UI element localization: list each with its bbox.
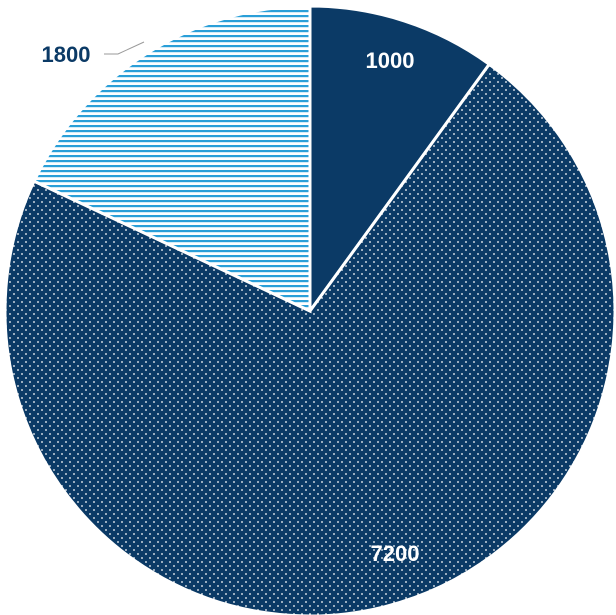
pie-slice-7200 [3,62,616,615]
data-label-7200: 7200 [371,541,420,566]
leader-line-1800 [104,41,145,55]
pie-slice-1800 [32,4,312,314]
data-labels: 1000 7200 1800 [42,42,420,566]
pie-slices [3,4,616,615]
data-label-1800: 1800 [42,42,91,67]
leader-lines [104,41,145,55]
data-label-1000: 1000 [366,48,415,73]
pie-slice-1000 [308,4,492,316]
